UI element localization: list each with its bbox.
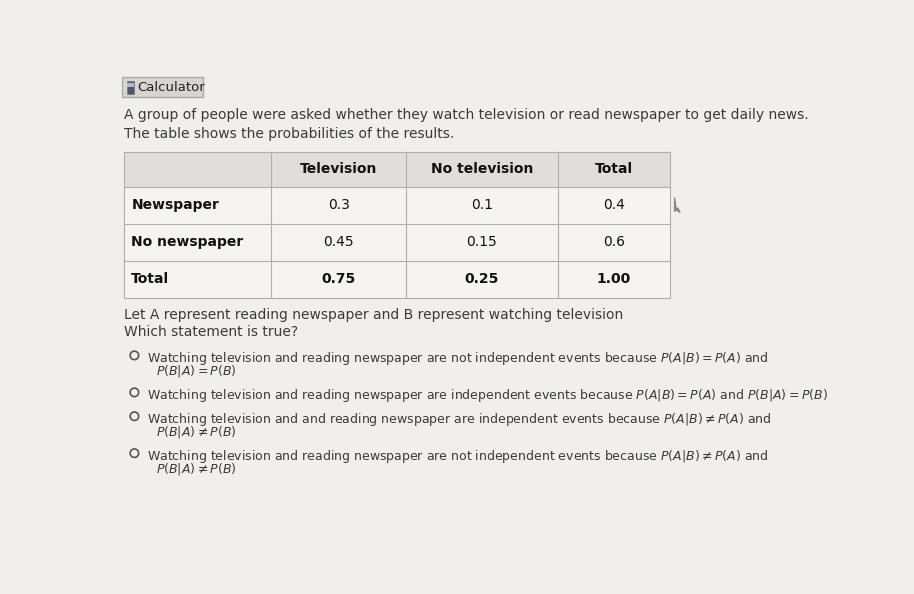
Text: 0.1: 0.1: [471, 198, 493, 212]
Text: 0.45: 0.45: [324, 235, 354, 249]
Bar: [122, 77, 204, 97]
Text: Calculator: Calculator: [137, 81, 206, 94]
Text: Let A represent reading newspaper and B represent watching television: Let A represent reading newspaper and B …: [123, 308, 622, 323]
Bar: [123, 187, 670, 224]
Text: 1.00: 1.00: [597, 272, 631, 286]
Text: Which statement is true?: Which statement is true?: [123, 326, 298, 339]
Bar: [123, 224, 670, 261]
Text: 0.25: 0.25: [465, 272, 499, 286]
Text: Watching television and reading newspaper are independent events because $P(A|B): Watching television and reading newspape…: [147, 387, 828, 404]
Text: $P(B|A) \neq P(B)$: $P(B|A) \neq P(B)$: [156, 424, 237, 440]
Text: A group of people were asked whether they watch television or read newspaper to : A group of people were asked whether the…: [123, 108, 808, 122]
Text: No newspaper: No newspaper: [132, 235, 243, 249]
Text: 0.4: 0.4: [603, 198, 624, 212]
Text: No television: No television: [430, 162, 533, 176]
Text: 0.3: 0.3: [328, 198, 349, 212]
Bar: [123, 261, 670, 298]
Text: Newspaper: Newspaper: [132, 198, 219, 212]
Text: $P(B|A) = P(B)$: $P(B|A) = P(B)$: [156, 363, 237, 379]
Text: 0.15: 0.15: [467, 235, 497, 249]
Text: The table shows the probabilities of the results.: The table shows the probabilities of the…: [123, 127, 453, 141]
Bar: [127, 83, 133, 87]
Polygon shape: [675, 198, 680, 212]
Text: Watching television and and reading newspaper are independent events because $P(: Watching television and and reading news…: [147, 411, 771, 428]
Text: Total: Total: [132, 272, 169, 286]
Text: 0.6: 0.6: [602, 235, 625, 249]
Text: Total: Total: [595, 162, 632, 176]
Text: Watching television and reading newspaper are not independent events because $P(: Watching television and reading newspape…: [147, 350, 769, 367]
Text: Watching television and reading newspaper are not independent events because $P(: Watching television and reading newspape…: [147, 448, 769, 465]
Text: 0.75: 0.75: [322, 272, 356, 286]
Text: $P(B|A) \neq P(B)$: $P(B|A) \neq P(B)$: [156, 461, 237, 477]
Text: Television: Television: [300, 162, 377, 176]
Bar: [123, 152, 670, 187]
Bar: [127, 81, 134, 94]
